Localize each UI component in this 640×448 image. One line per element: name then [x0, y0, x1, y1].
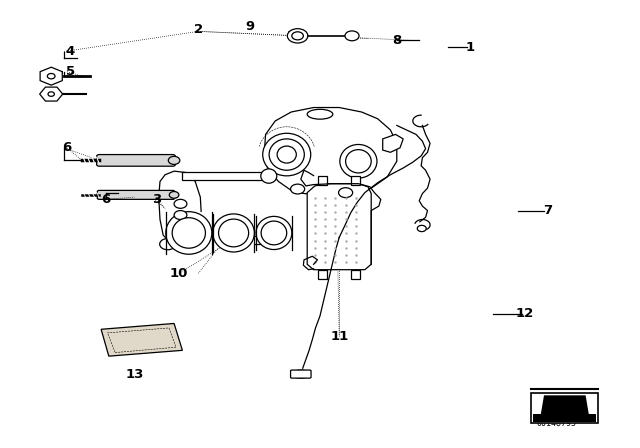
- Ellipse shape: [346, 150, 371, 173]
- Polygon shape: [307, 184, 371, 270]
- Ellipse shape: [174, 211, 187, 220]
- Polygon shape: [541, 395, 589, 414]
- Bar: [318, 176, 327, 185]
- Text: 10: 10: [170, 267, 188, 280]
- Ellipse shape: [287, 29, 308, 43]
- Ellipse shape: [219, 219, 248, 247]
- Text: 9: 9: [245, 20, 254, 34]
- Bar: [351, 176, 360, 185]
- Ellipse shape: [168, 156, 180, 164]
- Ellipse shape: [48, 92, 54, 96]
- Ellipse shape: [166, 212, 212, 254]
- Text: 5: 5: [66, 65, 75, 78]
- FancyBboxPatch shape: [291, 370, 311, 378]
- Polygon shape: [40, 67, 62, 85]
- Text: 4: 4: [66, 45, 75, 58]
- Ellipse shape: [261, 169, 277, 183]
- Bar: [531, 393, 598, 423]
- Polygon shape: [159, 171, 202, 244]
- Text: 2: 2: [194, 22, 203, 36]
- Ellipse shape: [172, 218, 205, 248]
- Text: 7: 7: [543, 204, 552, 217]
- Ellipse shape: [256, 216, 292, 250]
- Text: 11: 11: [330, 329, 348, 343]
- Ellipse shape: [269, 139, 305, 170]
- Polygon shape: [264, 108, 397, 195]
- Bar: [212, 214, 255, 252]
- Ellipse shape: [340, 144, 377, 178]
- Text: 1: 1: [466, 40, 475, 54]
- Bar: [318, 270, 327, 279]
- Text: 13: 13: [125, 367, 143, 381]
- Polygon shape: [40, 87, 63, 101]
- Bar: [351, 270, 360, 279]
- Ellipse shape: [277, 146, 296, 163]
- Text: 6: 6: [63, 141, 72, 155]
- Ellipse shape: [261, 233, 277, 247]
- Ellipse shape: [160, 238, 175, 250]
- Ellipse shape: [339, 188, 353, 198]
- Bar: [182, 236, 266, 244]
- FancyBboxPatch shape: [97, 190, 175, 199]
- Polygon shape: [101, 323, 182, 356]
- Ellipse shape: [261, 221, 287, 245]
- Ellipse shape: [291, 370, 310, 378]
- Bar: [533, 414, 596, 422]
- Text: 00148795: 00148795: [537, 419, 577, 428]
- Text: 6: 6: [101, 193, 110, 206]
- Ellipse shape: [292, 32, 303, 40]
- Ellipse shape: [174, 199, 187, 208]
- Bar: [182, 172, 266, 180]
- Ellipse shape: [212, 214, 255, 252]
- Text: 3: 3: [152, 193, 161, 206]
- Ellipse shape: [307, 109, 333, 119]
- Ellipse shape: [291, 184, 305, 194]
- Ellipse shape: [186, 241, 198, 250]
- Ellipse shape: [417, 225, 426, 232]
- Text: 12: 12: [516, 307, 534, 320]
- Text: 8: 8: [392, 34, 401, 47]
- Ellipse shape: [345, 31, 359, 41]
- Bar: [166, 212, 212, 254]
- Polygon shape: [383, 134, 403, 152]
- Ellipse shape: [47, 73, 55, 79]
- Ellipse shape: [169, 192, 179, 198]
- FancyBboxPatch shape: [97, 155, 175, 166]
- Ellipse shape: [263, 134, 311, 176]
